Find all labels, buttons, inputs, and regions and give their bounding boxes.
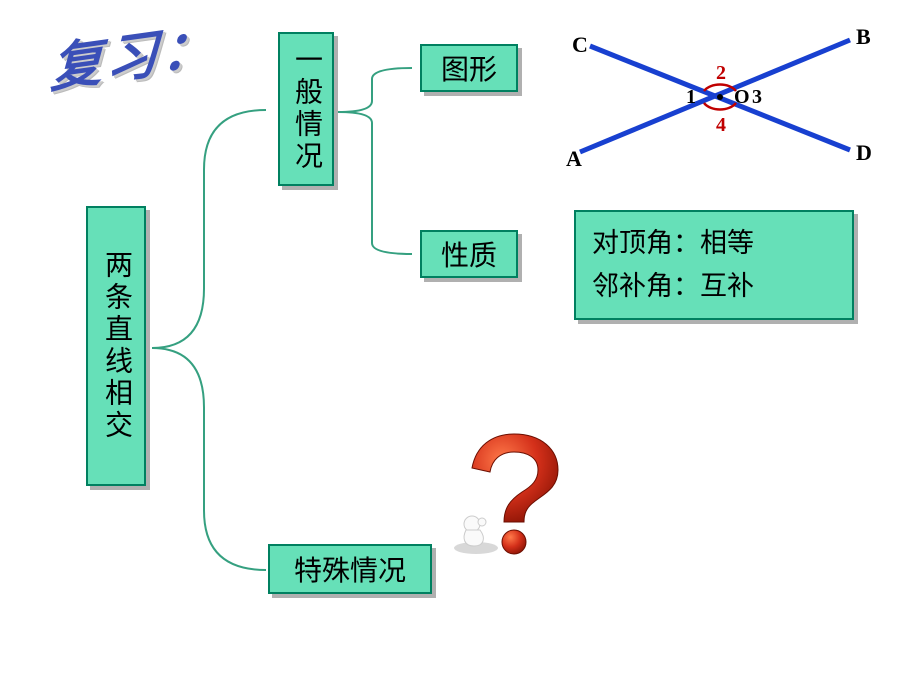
node-root-label: 两条直线相交: [96, 250, 136, 442]
intersecting-lines-figure: A B C D O 12 3 4: [560, 22, 880, 172]
svg-text:2: 2: [716, 62, 726, 84]
svg-text:C: C: [572, 32, 588, 57]
svg-text:4: 4: [716, 114, 726, 136]
bracket-general: [336, 56, 416, 266]
svg-text:A: A: [566, 146, 582, 171]
node-general-case: 一般情况: [278, 32, 334, 186]
svg-text:3: 3: [752, 86, 762, 108]
node-properties: 性质: [420, 230, 518, 278]
prop-line-1: 对顶角：相等: [592, 222, 836, 265]
review-title: 复习：: [49, 3, 218, 102]
svg-text:O: O: [734, 86, 750, 108]
svg-text:1: 1: [686, 86, 696, 108]
prop-line-2: 邻补角：互补: [592, 265, 836, 308]
node-two-lines-intersect: 两条直线相交: [86, 206, 146, 486]
node-figure: 图形: [420, 44, 518, 92]
node-general-label: 一般情况: [286, 45, 326, 173]
review-title-text: 复习：: [50, 18, 218, 99]
svg-text:D: D: [856, 140, 872, 165]
node-special-case: 特殊情况: [268, 544, 432, 594]
bracket-root: [150, 98, 270, 578]
properties-box: 对顶角：相等 邻补角：互补: [574, 210, 854, 320]
node-shape-label: 图形: [441, 48, 497, 88]
question-mark-icon: [450, 426, 580, 556]
svg-text:B: B: [856, 24, 871, 49]
node-special-label: 特殊情况: [294, 549, 406, 589]
node-prop-label: 性质: [441, 234, 497, 274]
